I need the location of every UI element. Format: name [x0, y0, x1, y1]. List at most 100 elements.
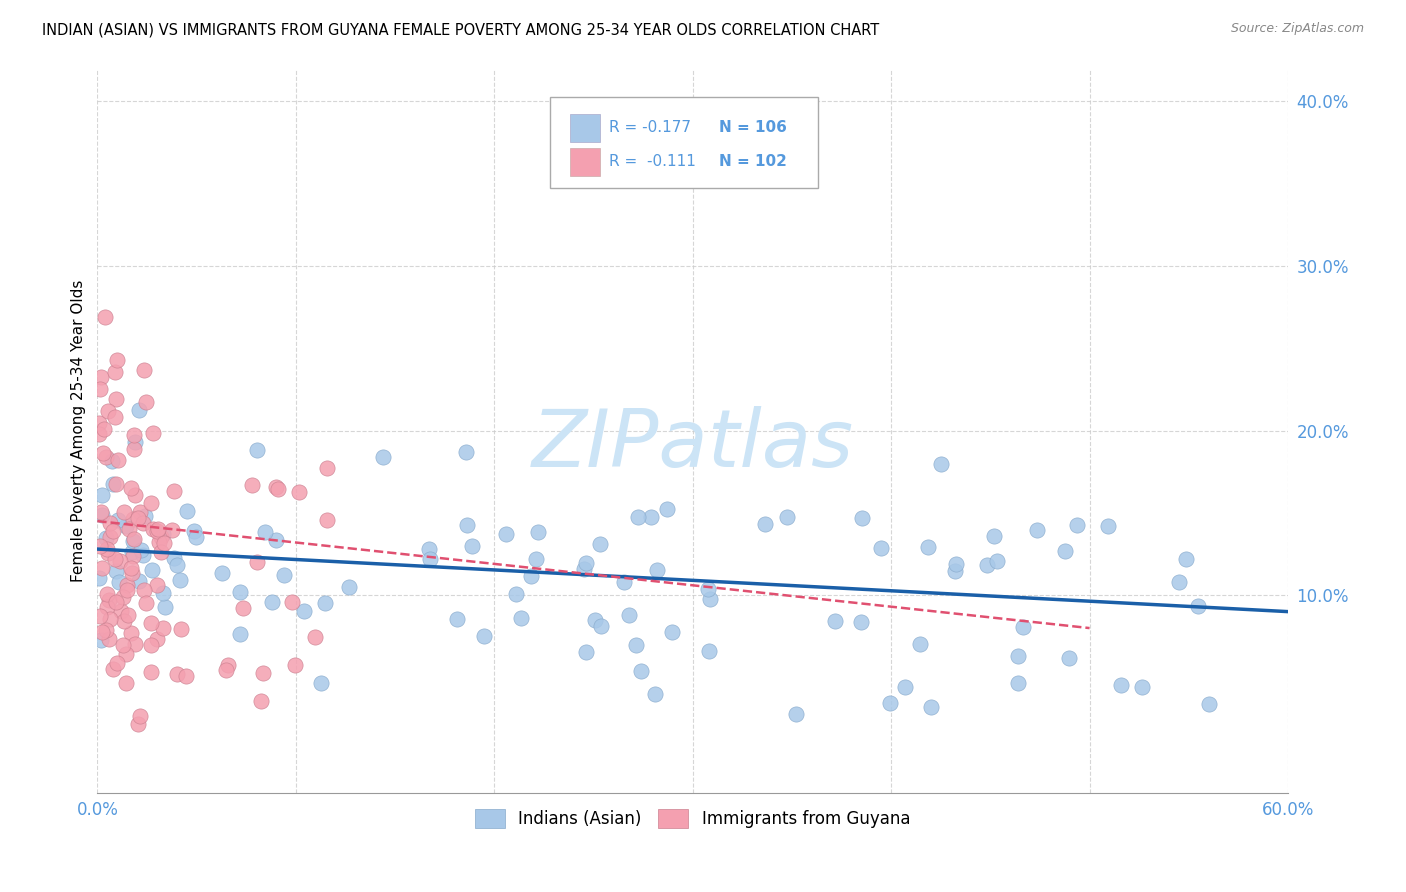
Point [945, 557, 967, 571]
Point [150, 530, 173, 544]
Point [124, 637, 146, 651]
Point [510, 611, 533, 625]
Point [316, 461, 339, 475]
Point [1066, 517, 1088, 532]
Point [121, 549, 143, 564]
Point [114, 647, 136, 661]
Point [472, 629, 495, 643]
Point [96, 600, 118, 615]
Point [697, 582, 720, 597]
Point [93, 421, 115, 435]
Point [89, 382, 111, 396]
Point [183, 524, 205, 538]
Point [146, 522, 169, 536]
Point [97, 593, 120, 607]
Point [292, 604, 315, 618]
Point [96, 542, 118, 557]
Point [141, 496, 163, 510]
Point [103, 524, 125, 539]
Point [908, 636, 931, 650]
Point [246, 442, 269, 457]
Point [146, 578, 169, 592]
Point [112, 505, 135, 519]
Point [139, 615, 162, 630]
Text: R = -0.177: R = -0.177 [609, 120, 692, 136]
Text: INDIAN (ASIAN) VS IMMIGRANTS FROM GUYANA FEMALE POVERTY AMONG 25-34 YEAR OLDS CO: INDIAN (ASIAN) VS IMMIGRANTS FROM GUYANA… [42, 22, 879, 37]
Point [122, 532, 145, 546]
Point [139, 665, 162, 679]
Point [284, 657, 307, 672]
Point [589, 619, 612, 633]
Point [87, 426, 110, 441]
Point [281, 595, 304, 609]
Point [1057, 651, 1080, 665]
Point [527, 525, 550, 540]
Point [456, 517, 478, 532]
Point [1132, 680, 1154, 694]
Point [575, 556, 598, 570]
Point [699, 591, 721, 606]
Point [146, 524, 169, 539]
Point [139, 638, 162, 652]
Point [1025, 524, 1047, 538]
Point [90, 560, 112, 574]
Point [152, 586, 174, 600]
Point [287, 485, 309, 500]
Point [575, 645, 598, 659]
Point [129, 709, 152, 723]
Point [170, 623, 193, 637]
Point [132, 516, 155, 531]
Point [260, 595, 283, 609]
Point [644, 687, 666, 701]
Point [1011, 620, 1033, 634]
Point [655, 502, 678, 516]
Point [166, 558, 188, 573]
Point [1187, 599, 1209, 613]
Point [337, 580, 360, 594]
Point [94, 531, 117, 545]
Point [150, 545, 173, 559]
Point [108, 554, 131, 568]
Point [373, 450, 395, 464]
Point [588, 537, 610, 551]
Point [627, 510, 650, 524]
Point [90, 370, 112, 384]
Point [111, 638, 134, 652]
Text: N = 102: N = 102 [718, 154, 787, 169]
Point [101, 476, 124, 491]
Legend: Indians (Asian), Immigrants from Guyana: Indians (Asian), Immigrants from Guyana [468, 803, 917, 835]
Point [94, 624, 117, 638]
Point [105, 595, 128, 609]
Point [920, 700, 942, 714]
Point [152, 526, 174, 541]
Point [134, 509, 156, 524]
Point [89, 539, 111, 553]
Point [108, 575, 131, 590]
Point [252, 666, 274, 681]
Point [1175, 551, 1198, 566]
Point [127, 716, 149, 731]
Point [115, 583, 138, 598]
Point [91, 625, 114, 640]
Point [661, 625, 683, 640]
Point [630, 664, 652, 678]
Point [134, 582, 156, 597]
Point [148, 534, 170, 549]
Point [215, 663, 238, 677]
Point [112, 591, 135, 605]
Point [104, 392, 127, 407]
Text: R =  -0.111: R = -0.111 [609, 154, 696, 169]
Point [945, 564, 967, 578]
Point [697, 644, 720, 658]
Point [142, 522, 165, 536]
Point [163, 550, 186, 565]
Point [314, 596, 336, 610]
Point [107, 513, 129, 527]
Point [135, 395, 157, 409]
Point [456, 445, 478, 459]
Point [626, 638, 648, 652]
Point [232, 601, 254, 615]
Point [983, 529, 1005, 543]
Point [98, 531, 121, 545]
Point [1007, 676, 1029, 690]
